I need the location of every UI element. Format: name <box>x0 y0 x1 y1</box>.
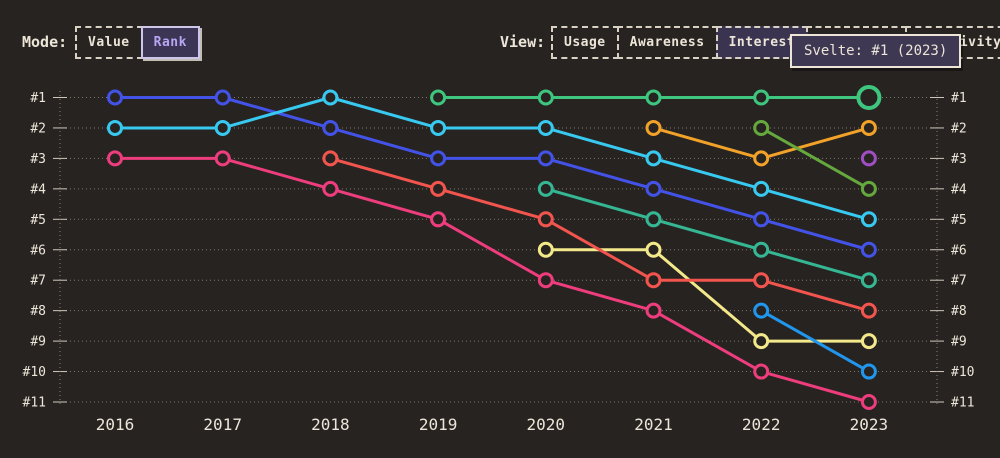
data-point-sky-2022[interactable] <box>753 302 770 319</box>
rank-label-right: #2 <box>951 121 967 136</box>
tooltip-text: Svelte: #1 (2023) <box>804 43 948 59</box>
rank-label-right: #11 <box>951 396 974 411</box>
rank-label-right: #10 <box>951 365 974 380</box>
data-point-teal-2022[interactable] <box>753 241 770 258</box>
data-point-purple-2023[interactable] <box>860 150 877 167</box>
data-point-cyan-2022[interactable] <box>753 180 770 197</box>
rank-label-left: #3 <box>30 152 46 167</box>
year-label: 2017 <box>203 415 242 434</box>
data-point-highlight-Svelte-2023[interactable] <box>856 85 882 110</box>
mode-switcher: Value Rank <box>75 26 200 59</box>
rank-label-left: #5 <box>30 213 46 228</box>
rank-label-right: #5 <box>951 213 967 228</box>
data-point-blue-2023[interactable] <box>860 241 877 258</box>
data-point-teal-2023[interactable] <box>860 272 877 289</box>
data-point-Svelte-2021[interactable] <box>645 89 662 106</box>
data-point-cyan-2018[interactable] <box>322 89 339 106</box>
series-line-cyan <box>113 96 871 221</box>
data-point-Svelte-2019[interactable] <box>430 89 447 106</box>
data-point-salmon-2021[interactable] <box>645 272 662 289</box>
data-point-blue-2018[interactable] <box>322 119 339 136</box>
tooltip: Svelte: #1 (2023) <box>790 34 962 68</box>
data-point-blue-2016[interactable] <box>107 89 123 106</box>
data-point-Svelte-2020[interactable] <box>537 89 554 106</box>
series-line-teal <box>544 187 871 282</box>
year-label: 2019 <box>419 415 458 434</box>
rank-label-right: #6 <box>951 243 967 258</box>
data-point-blue-2019[interactable] <box>430 150 447 167</box>
data-point-pink-2022[interactable] <box>753 363 770 380</box>
rank-label-left: #8 <box>30 304 46 319</box>
year-label: 2022 <box>742 415 781 434</box>
rank-label-left: #2 <box>30 121 46 136</box>
data-point-pink-2016[interactable] <box>107 150 123 167</box>
mode-button-rank[interactable]: Rank <box>140 26 200 59</box>
rank-label-left: #6 <box>30 243 46 258</box>
data-point-blue-2017[interactable] <box>214 89 231 106</box>
data-point-salmon-2022[interactable] <box>753 272 770 289</box>
data-point-yellow-2023[interactable] <box>860 333 877 350</box>
rank-label-right: #3 <box>951 152 967 167</box>
data-point-cyan-2016[interactable] <box>107 119 123 136</box>
series-line-lime <box>759 126 871 191</box>
data-point-sky-2023[interactable] <box>860 363 877 380</box>
year-label: 2023 <box>850 415 889 434</box>
data-point-cyan-2021[interactable] <box>645 150 662 167</box>
series-line-blue <box>113 96 871 252</box>
data-point-cyan-2023[interactable] <box>860 211 877 228</box>
data-point-pink-2021[interactable] <box>645 302 662 319</box>
data-point-pink-2019[interactable] <box>430 211 447 228</box>
data-point-blue-2020[interactable] <box>537 150 554 167</box>
data-point-yellow-2022[interactable] <box>753 333 770 350</box>
data-point-salmon-2019[interactable] <box>430 180 447 197</box>
data-point-cyan-2017[interactable] <box>214 119 231 136</box>
rank-label-left: #11 <box>23 396 46 411</box>
year-label: 2018 <box>311 415 350 434</box>
year-label: 2016 <box>96 415 135 434</box>
rank-label-left: #9 <box>30 335 46 350</box>
data-point-lime-2022[interactable] <box>753 119 770 136</box>
data-point-salmon-2020[interactable] <box>537 211 554 228</box>
data-point-Svelte-2022[interactable] <box>753 89 770 106</box>
data-point-salmon-2018[interactable] <box>322 150 339 167</box>
rank-label-left: #1 <box>30 91 46 106</box>
year-label: 2021 <box>634 415 673 434</box>
rank-label-left: #4 <box>30 182 46 197</box>
data-point-pink-2023[interactable] <box>860 394 877 410</box>
data-point-orange-2023[interactable] <box>860 119 877 136</box>
series-line-sky <box>759 309 871 374</box>
rank-label-right: #4 <box>951 182 967 197</box>
view-label: View: <box>500 33 546 51</box>
data-point-pink-2017[interactable] <box>214 150 231 167</box>
rank-label-left: #10 <box>23 365 46 380</box>
data-point-salmon-2023[interactable] <box>860 302 877 319</box>
rank-label-right: #8 <box>951 304 967 319</box>
rank-label-left: #7 <box>30 274 46 289</box>
data-point-teal-2020[interactable] <box>537 180 554 197</box>
mode-label: Mode: <box>22 33 68 51</box>
data-point-blue-2022[interactable] <box>753 211 770 228</box>
data-point-orange-2021[interactable] <box>645 119 662 136</box>
data-point-cyan-2020[interactable] <box>537 119 554 136</box>
series-line-salmon <box>328 156 871 313</box>
data-point-teal-2021[interactable] <box>645 211 662 228</box>
data-point-pink-2018[interactable] <box>322 180 339 197</box>
data-point-blue-2021[interactable] <box>645 180 662 197</box>
rank-label-right: #1 <box>951 91 967 106</box>
data-point-yellow-2020[interactable] <box>537 241 554 258</box>
series-line-pink <box>113 156 871 404</box>
rank-label-right: #9 <box>951 335 967 350</box>
data-point-pink-2020[interactable] <box>537 272 554 289</box>
data-point-cyan-2019[interactable] <box>430 119 447 136</box>
year-label: 2020 <box>527 415 566 434</box>
data-point-lime-2023[interactable] <box>860 180 877 197</box>
rank-label-right: #7 <box>951 274 967 289</box>
data-point-orange-2022[interactable] <box>753 150 770 167</box>
data-point-yellow-2021[interactable] <box>645 241 662 258</box>
